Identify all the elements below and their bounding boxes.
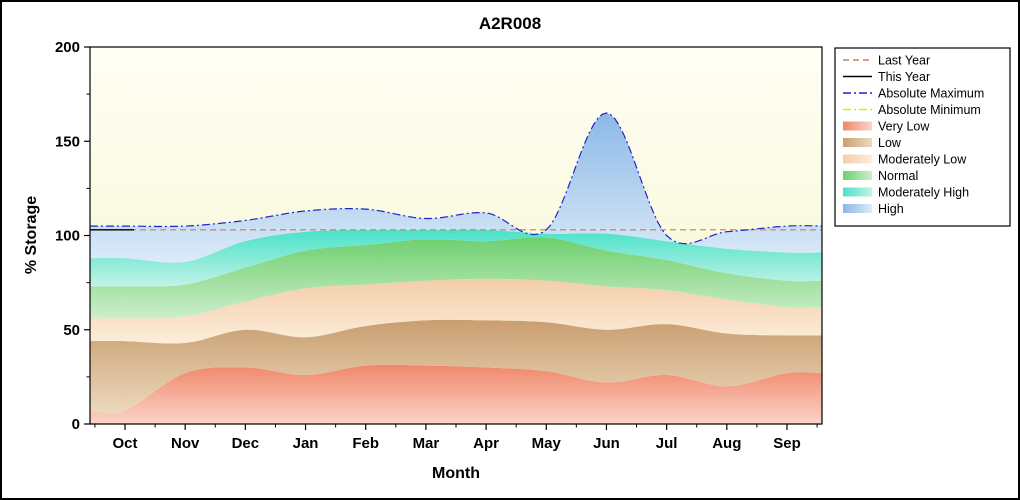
y-tick-label: 150 bbox=[55, 133, 80, 150]
y-tick-label: 200 bbox=[55, 39, 80, 56]
legend-item-label: Moderately High bbox=[878, 186, 969, 200]
x-tick-label: Mar bbox=[413, 435, 440, 452]
legend-item-this-year: This Year bbox=[843, 70, 930, 84]
x-tick-label: Sep bbox=[773, 435, 801, 452]
x-tick-label: Apr bbox=[473, 435, 499, 452]
x-tick-label: Jul bbox=[656, 435, 678, 452]
x-tick-label: Jan bbox=[293, 435, 319, 452]
legend-fill-sample bbox=[843, 154, 872, 164]
y-tick-label: 100 bbox=[55, 228, 80, 245]
band-moderately-high bbox=[90, 229, 822, 287]
legend: Last Year This Year Absolute Maximum Absolu… bbox=[834, 47, 1011, 227]
x-tick-label: Feb bbox=[352, 435, 379, 452]
legend-fill-sample bbox=[843, 121, 872, 131]
chart-title: A2R008 bbox=[478, 14, 542, 33]
legend-item-moderately-high: Moderately High bbox=[843, 186, 969, 200]
legend-item-label: Normal bbox=[878, 169, 918, 183]
legend-item-label: Low bbox=[878, 136, 902, 150]
legend-fill-sample bbox=[843, 204, 872, 213]
band-low bbox=[90, 319, 822, 414]
legend-item-moderately-low: Moderately Low bbox=[843, 153, 967, 167]
band-moderately-low bbox=[90, 278, 822, 344]
x-tick-label: May bbox=[532, 435, 562, 452]
legend-fill-sample bbox=[843, 187, 872, 197]
legend-item-label: This Year bbox=[878, 70, 930, 84]
legend-item-label: Moderately Low bbox=[878, 153, 967, 167]
legend-item-label: Absolute Minimum bbox=[878, 103, 981, 117]
x-tick-label: Oct bbox=[112, 435, 137, 452]
percentile-bands bbox=[90, 113, 822, 424]
legend-fill-sample bbox=[843, 138, 872, 147]
legend-item-last-year: Last Year bbox=[843, 54, 930, 68]
band-high bbox=[90, 113, 822, 263]
band-normal bbox=[90, 237, 822, 319]
legend-fill-sample bbox=[843, 171, 872, 180]
legend-item-very-low: Very Low bbox=[843, 120, 930, 134]
legend-item-label: Last Year bbox=[878, 54, 930, 68]
legend-item-normal: Normal bbox=[843, 169, 918, 183]
legend-item-label: Very Low bbox=[878, 120, 930, 134]
x-tick-label: Dec bbox=[232, 435, 260, 452]
axes: 0 50 100 150 200 Oct Nov Dec Jan Feb Mar Apr May Jun J… bbox=[55, 39, 823, 452]
x-tick-label: Nov bbox=[171, 435, 200, 452]
x-tick-label: Jun bbox=[593, 435, 620, 452]
x-tick-label: Aug bbox=[712, 435, 741, 452]
band-very-low bbox=[90, 364, 822, 424]
legend-item-high: High bbox=[843, 202, 904, 216]
line-absolute-maximum bbox=[90, 112, 822, 245]
y-tick-label: 0 bbox=[72, 416, 80, 433]
legend-item-absolute-minimum: Absolute Minimum bbox=[843, 103, 981, 117]
x-axis-title: Month bbox=[432, 465, 480, 482]
y-tick-label: 50 bbox=[63, 322, 80, 339]
y-axis-title: % Storage bbox=[23, 195, 40, 275]
legend-item-low: Low bbox=[843, 136, 902, 150]
legend-item-label: High bbox=[878, 202, 904, 216]
legend-item-absolute-maximum: Absolute Maximum bbox=[843, 87, 984, 101]
legend-item-label: Absolute Maximum bbox=[878, 87, 984, 101]
